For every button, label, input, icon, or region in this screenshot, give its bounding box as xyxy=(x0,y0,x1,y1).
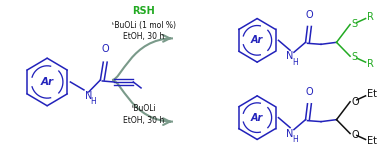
Text: S: S xyxy=(351,19,357,30)
Text: N: N xyxy=(287,129,294,139)
Text: Ar: Ar xyxy=(251,35,263,45)
Text: O: O xyxy=(306,9,313,20)
Text: RSH: RSH xyxy=(133,6,155,16)
Text: R: R xyxy=(367,59,374,69)
Text: Et: Et xyxy=(367,89,378,99)
Text: R: R xyxy=(367,12,374,21)
Text: H: H xyxy=(91,97,96,106)
Text: H: H xyxy=(292,58,298,67)
Text: N: N xyxy=(85,91,92,101)
Text: EtOH, 30 h: EtOH, 30 h xyxy=(123,32,164,41)
Text: O: O xyxy=(306,87,313,97)
Text: Ar: Ar xyxy=(251,113,263,123)
Text: Ar: Ar xyxy=(40,77,54,87)
Text: Et: Et xyxy=(367,137,378,146)
Text: S: S xyxy=(351,52,357,62)
Text: O: O xyxy=(101,44,109,54)
Text: N: N xyxy=(287,51,294,61)
Text: EtOH, 30 h: EtOH, 30 h xyxy=(123,116,164,125)
Text: ᵗBuOLi (1 mol %): ᵗBuOLi (1 mol %) xyxy=(112,21,176,30)
Text: ᵗBuOLi: ᵗBuOLi xyxy=(132,104,156,113)
Text: O: O xyxy=(351,130,359,140)
Text: O: O xyxy=(351,97,359,107)
Text: H: H xyxy=(292,136,298,145)
